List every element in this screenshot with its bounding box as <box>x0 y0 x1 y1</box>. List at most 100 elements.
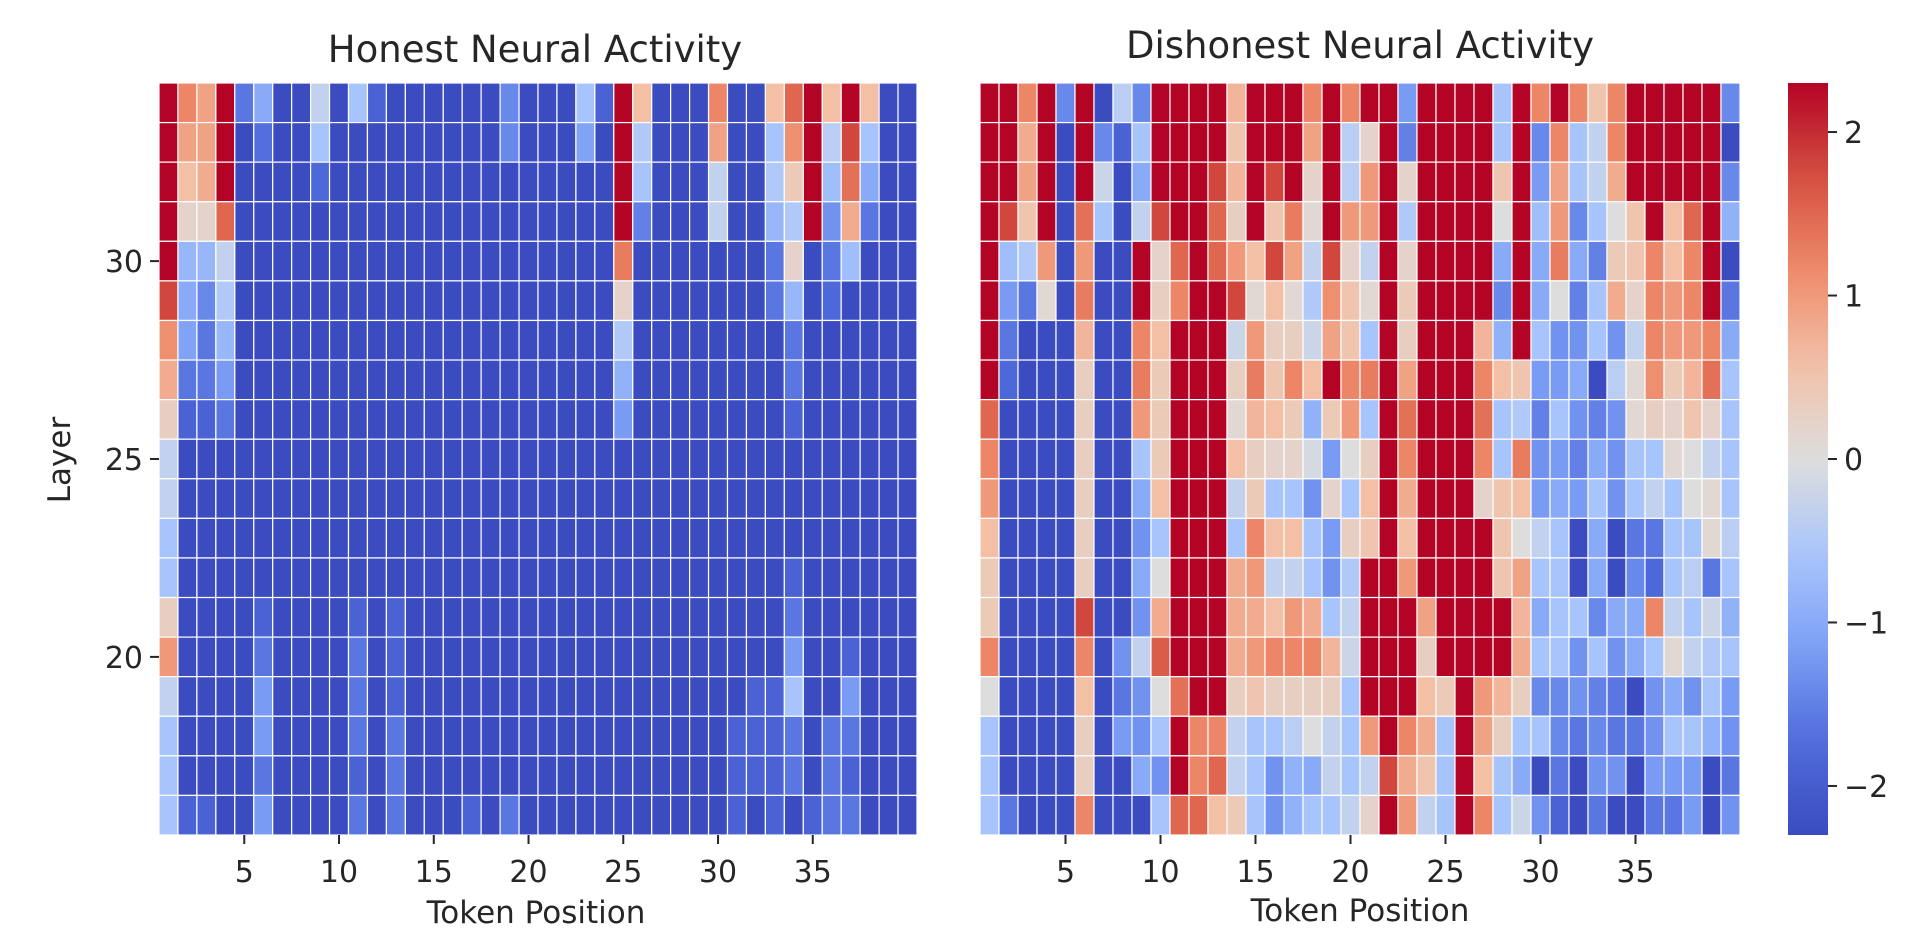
heatmap-cell <box>1169 517 1190 559</box>
heatmap-cell <box>1359 121 1380 163</box>
heatmap-cell <box>366 201 388 242</box>
heatmap-cell <box>1435 715 1456 757</box>
heatmap-cell <box>745 478 767 519</box>
heatmap-cell <box>632 596 653 638</box>
heatmap-cell <box>1283 280 1304 322</box>
heatmap-cell <box>291 161 312 203</box>
x-tick-label: 30 <box>1521 855 1559 890</box>
heatmap-cell <box>688 636 710 678</box>
heatmap-cell <box>1397 82 1418 124</box>
heatmap-cell <box>1549 280 1570 322</box>
heatmap-cell <box>556 517 577 559</box>
heatmap-cell <box>594 121 615 163</box>
heatmap-cell <box>347 438 369 480</box>
heatmap-cell <box>1378 359 1399 401</box>
heatmap-cell <box>1511 201 1532 242</box>
heatmap-cell <box>1378 478 1399 519</box>
heatmap-cell <box>726 478 748 519</box>
heatmap-cell <box>537 755 558 797</box>
heatmap-cell <box>272 438 293 480</box>
heatmap-cell <box>272 399 293 440</box>
heatmap-cell <box>745 755 767 797</box>
heatmap-cell <box>878 715 899 757</box>
heatmap-cell <box>1682 280 1703 322</box>
heatmap-cell <box>998 636 1019 678</box>
heatmap-cell <box>575 201 596 242</box>
heatmap-cell <box>1701 794 1722 836</box>
heatmap-cell <box>1359 676 1380 717</box>
heatmap-cell <box>840 121 861 163</box>
heatmap-cell <box>1302 715 1323 757</box>
heatmap-cell <box>979 438 1000 480</box>
heatmap-cell <box>196 636 217 678</box>
heatmap-cell <box>1511 438 1532 480</box>
heatmap-cell <box>1568 161 1589 203</box>
heatmap-cell <box>461 478 482 519</box>
heatmap-cell <box>1112 201 1133 242</box>
heatmap-cell <box>1416 121 1437 163</box>
heatmap-cell <box>1701 517 1722 559</box>
heatmap-cell <box>1340 755 1361 797</box>
heatmap-cell <box>998 240 1019 282</box>
heatmap-cell <box>1587 676 1608 717</box>
heatmap-cell <box>840 319 861 361</box>
heatmap-cell <box>670 715 691 757</box>
heatmap-cell <box>802 319 823 361</box>
heatmap-cell <box>1682 517 1703 559</box>
heatmap-cell <box>1473 82 1494 124</box>
heatmap-cell <box>1131 596 1152 638</box>
heatmap-cell <box>328 161 350 203</box>
heatmap-cell <box>859 794 880 836</box>
heatmap-cell <box>1568 399 1589 440</box>
heatmap-cell <box>821 517 842 559</box>
heatmap-cell <box>1017 240 1038 282</box>
heatmap-cell <box>1207 319 1228 361</box>
heatmap-cell <box>1150 517 1171 559</box>
heatmap-cell <box>1055 240 1076 282</box>
heatmap-cell <box>1492 676 1513 717</box>
colorbar-tick-label: 1 <box>1844 280 1863 315</box>
heatmap-cell <box>783 280 804 322</box>
heatmap-cell <box>651 517 672 559</box>
heatmap-cell <box>613 596 634 638</box>
heatmap-cell <box>442 636 463 678</box>
heatmap-cell <box>480 715 501 757</box>
heatmap-cell <box>1473 359 1494 401</box>
heatmap-cell <box>1435 596 1456 638</box>
heatmap-cell <box>1454 161 1475 203</box>
heatmap-cell <box>1150 359 1171 401</box>
heatmap-cell <box>1036 240 1057 282</box>
heatmap-cell <box>291 794 312 836</box>
heatmap-cell <box>480 636 501 678</box>
heatmap-cell <box>1549 517 1570 559</box>
heatmap-cell <box>1017 201 1038 242</box>
heatmap-cell <box>1226 715 1247 757</box>
heatmap-cell <box>1549 399 1570 440</box>
heatmap-cell <box>1112 676 1133 717</box>
heatmap-cell <box>1644 280 1665 322</box>
heatmap-cell <box>1663 755 1684 797</box>
heatmap-cell <box>404 359 425 401</box>
heatmap-cell <box>613 557 634 599</box>
heatmap-cell <box>688 438 710 480</box>
heatmap-cell <box>1283 794 1304 836</box>
heatmap-cell <box>1017 755 1038 797</box>
heatmap-cell <box>1207 794 1228 836</box>
heatmap-cell <box>328 240 350 282</box>
heatmap-cell <box>1587 755 1608 797</box>
heatmap-cell <box>1644 676 1665 717</box>
heatmap-cell <box>1378 399 1399 440</box>
heatmap-cell <box>1093 755 1114 797</box>
heatmap-cell <box>385 161 406 203</box>
heatmap-cell <box>1549 359 1570 401</box>
heatmap-cell <box>745 201 767 242</box>
heatmap-cell <box>518 596 539 638</box>
heatmap-cell <box>499 517 520 559</box>
heatmap-cell <box>347 201 369 242</box>
heatmap-cell <box>253 359 274 401</box>
heatmap-cell <box>1017 319 1038 361</box>
heatmap-cell <box>594 636 615 678</box>
heatmap-cell <box>177 438 198 480</box>
heatmap-cell <box>802 82 823 124</box>
heatmap-cell <box>840 161 861 203</box>
